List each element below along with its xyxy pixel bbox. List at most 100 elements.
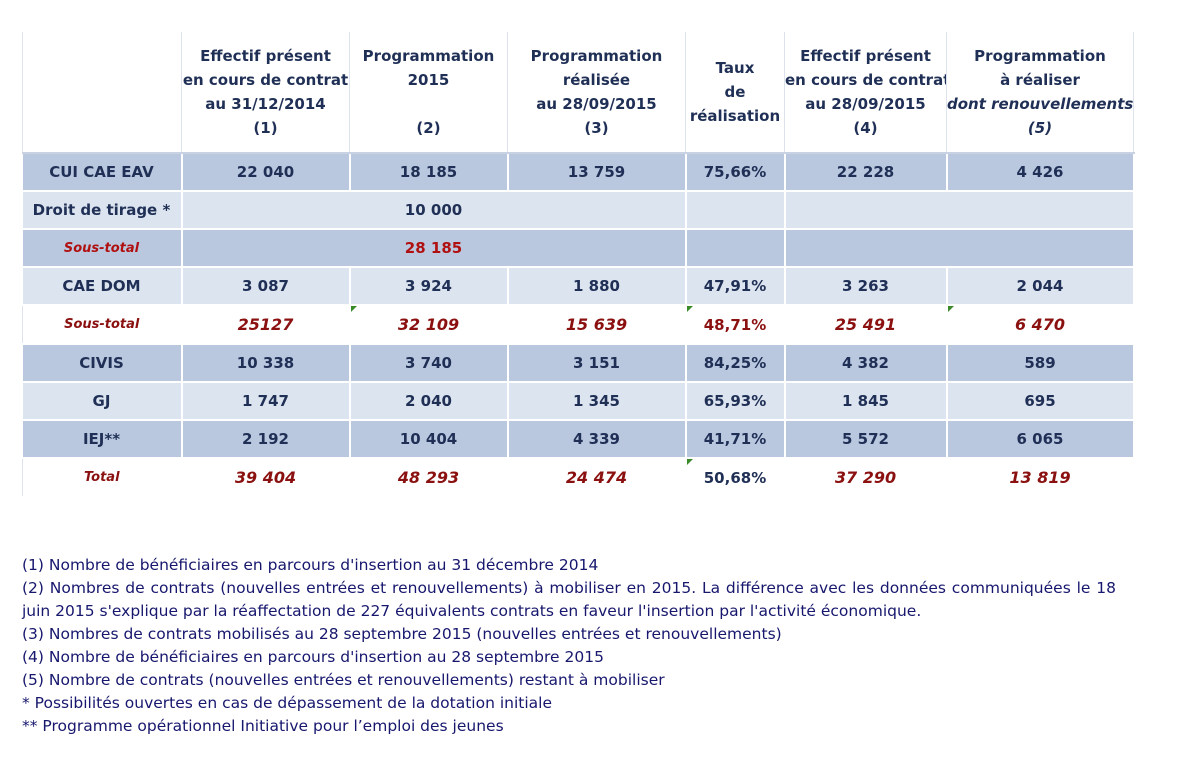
table-cell: 48 293	[349, 458, 509, 498]
footnote: * Possibilités ouvertes en cas de dépass…	[22, 694, 552, 712]
table-cell: 3 263	[784, 267, 948, 306]
header-line: au 28/09/2015	[805, 95, 926, 113]
table-cell: 695	[946, 382, 1135, 421]
table-cell: 1 747	[181, 382, 351, 421]
table-cell: 3 740	[349, 344, 509, 383]
table-row: Sous-total 28 185	[22, 229, 1135, 268]
header-col-1: Effectif présent en cours de contrat au 31…	[181, 32, 350, 154]
header-line: (2)	[416, 119, 441, 137]
table-cell: 25 491	[784, 305, 948, 345]
table-cell: 24 474	[507, 458, 687, 498]
table-cell: 50,68%	[685, 458, 786, 498]
header-corner	[22, 32, 182, 154]
row-label: GJ	[22, 382, 183, 421]
table-cell: 39 404	[181, 458, 351, 498]
footnote: (1) Nombre de bénéficiaires en parcours …	[22, 556, 599, 574]
header-row: Effectif présent en cours de contrat au 31…	[22, 32, 1134, 154]
footnote: (4) Nombre de bénéficiaires en parcours …	[22, 648, 604, 666]
row-label-subtotal: Sous-total	[22, 229, 183, 268]
table-cell: 32 109	[349, 305, 509, 345]
header-line: au 31/12/2014	[205, 95, 326, 113]
table-row: CIVIS 10 338 3 740 3 151 84,25% 4 382 58…	[22, 344, 1135, 383]
header-line: Taux	[715, 59, 755, 77]
table-row: Droit de tirage * 10 000	[22, 191, 1135, 230]
table-cell: 1 845	[784, 382, 948, 421]
table-cell	[784, 229, 1135, 268]
table-cell: 2 044	[946, 267, 1135, 306]
cell-value: 6 470	[1014, 315, 1066, 334]
table-cell: 3 087	[181, 267, 351, 306]
header-line: Effectif présent	[800, 47, 931, 65]
row-label: Droit de tirage *	[22, 191, 183, 230]
row-label: CAE DOM	[22, 267, 183, 306]
table-cell: 84,25%	[685, 344, 786, 383]
footnote: (5) Nombre de contrats (nouvelles entrée…	[22, 671, 665, 689]
footnotes: (1) Nombre de bénéficiaires en parcours …	[22, 554, 1116, 738]
table-cell: 1 345	[507, 382, 687, 421]
table-cell: 18 185	[349, 153, 509, 192]
table-cell: 1 880	[507, 267, 687, 306]
header-col-2: Programmation 2015 (2)	[349, 32, 508, 154]
table-cell	[685, 191, 786, 230]
table-cell: 3 924	[349, 267, 509, 306]
header-line: réalisation	[689, 107, 781, 125]
header-line: à réaliser	[1000, 71, 1080, 89]
header-line: (3)	[584, 119, 609, 137]
footnote: (3) Nombres de contrats mobilisés au 28 …	[22, 625, 782, 643]
table-cell: 589	[946, 344, 1135, 383]
comment-marker-icon	[686, 306, 693, 312]
table-cell: 28 185	[181, 229, 687, 268]
header-line: en cours de contrat	[785, 71, 947, 89]
table-cell: 15 639	[507, 305, 687, 345]
table-cell: 22 228	[784, 153, 948, 192]
table-cell: 13 759	[507, 153, 687, 192]
header-line: Programmation	[974, 47, 1106, 65]
table-cell: 2 040	[349, 382, 509, 421]
table-cell: 6 065	[946, 420, 1135, 459]
comment-marker-icon	[686, 459, 693, 465]
header-line: Programmation	[362, 47, 495, 65]
header-line: réalisée	[562, 71, 631, 89]
table-cell	[784, 191, 1135, 230]
table-cell: 75,66%	[685, 153, 786, 192]
table-cell: 6 470	[946, 305, 1135, 345]
header-col-4: Taux de réalisation	[685, 32, 785, 154]
header-line: (1)	[253, 119, 278, 137]
header-line: de	[724, 83, 746, 101]
table-row: CUI CAE EAV 22 040 18 185 13 759 75,66% …	[22, 153, 1135, 192]
table-row: Sous-total 25127 32 109 15 639 48,71% 25…	[22, 305, 1135, 345]
table-cell: 25127	[181, 305, 351, 345]
table-cell: 48,71%	[685, 305, 786, 345]
row-label-total: Total	[22, 458, 183, 498]
table-cell: 4 382	[784, 344, 948, 383]
footnote: (2) Nombres de contrats (nouvelles entré…	[22, 579, 1116, 620]
header-line: 2015	[407, 71, 450, 89]
table-cell: 10 404	[349, 420, 509, 459]
cell-value: 48,71%	[703, 315, 767, 334]
row-label: CIVIS	[22, 344, 183, 383]
table-cell: 37 290	[784, 458, 948, 498]
table-cell: 65,93%	[685, 382, 786, 421]
header-line: (5)	[1027, 119, 1053, 137]
comment-marker-icon	[947, 306, 954, 312]
comment-marker-icon	[350, 306, 357, 312]
table-row: GJ 1 747 2 040 1 345 65,93% 1 845 695	[22, 382, 1135, 421]
table-cell: 4 426	[946, 153, 1135, 192]
table-cell: 4 339	[507, 420, 687, 459]
footnote: ** Programme opérationnel Initiative pou…	[22, 717, 504, 735]
table-cell	[685, 229, 786, 268]
header-line: (4)	[853, 119, 878, 137]
table-row: IEJ** 2 192 10 404 4 339 41,71% 5 572 6 …	[22, 420, 1135, 459]
table-cell: 2 192	[181, 420, 351, 459]
header-col-3: Programmation réalisée au 28/09/2015 (3)	[507, 32, 686, 154]
table-cell: 22 040	[181, 153, 351, 192]
row-label: IEJ**	[22, 420, 183, 459]
header-line: au 28/09/2015	[536, 95, 657, 113]
table-cell: 41,71%	[685, 420, 786, 459]
header-line: Effectif présent	[200, 47, 331, 65]
cell-value: 50,68%	[703, 468, 767, 487]
header-line: dont renouvellements	[947, 95, 1134, 113]
table-cell: 3 151	[507, 344, 687, 383]
table-cell: 5 572	[784, 420, 948, 459]
cell-value: 32 109	[397, 315, 460, 334]
